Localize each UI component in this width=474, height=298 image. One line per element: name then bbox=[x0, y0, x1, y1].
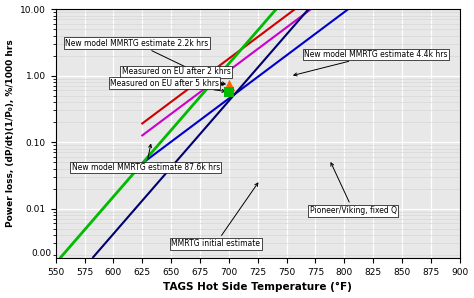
Text: 0.00: 0.00 bbox=[32, 249, 52, 258]
X-axis label: TAGS Hot Side Temperature (°F): TAGS Hot Side Temperature (°F) bbox=[164, 283, 352, 292]
Point bbox=[225, 83, 233, 87]
Text: Pioneer/Viking, fixed Q: Pioneer/Viking, fixed Q bbox=[310, 163, 397, 215]
Text: New model MMRTG estimate 87.6k hrs: New model MMRTG estimate 87.6k hrs bbox=[72, 145, 220, 172]
Y-axis label: Power loss, (dP/dt)(1/P₀), %/1000 hrs: Power loss, (dP/dt)(1/P₀), %/1000 hrs bbox=[6, 40, 15, 227]
Text: New model MMRTG estimate 2.2k hrs: New model MMRTG estimate 2.2k hrs bbox=[65, 39, 223, 85]
Text: MMRTG initial estimate: MMRTG initial estimate bbox=[171, 183, 260, 248]
Text: Measured on EU after 2 khrs: Measured on EU after 2 khrs bbox=[121, 67, 230, 85]
Text: New model MMRTG estimate 4.4k hrs: New model MMRTG estimate 4.4k hrs bbox=[294, 50, 447, 76]
Point bbox=[225, 89, 233, 94]
Text: Measured on EU after 5 khrs: Measured on EU after 5 khrs bbox=[110, 79, 225, 92]
